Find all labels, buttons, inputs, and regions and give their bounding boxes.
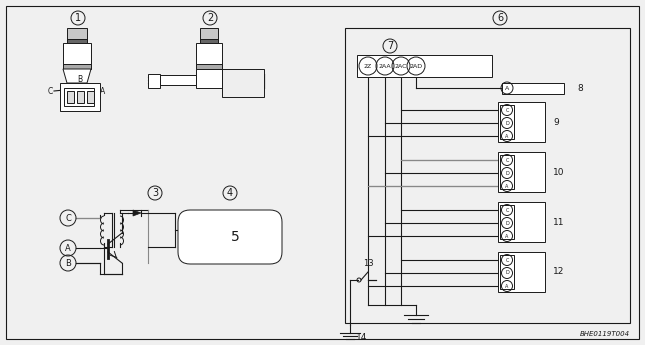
Text: 4: 4 [227,188,233,198]
Text: A: A [505,86,509,90]
Text: D: D [505,220,509,226]
Bar [160,75,196,85]
Bar [345,28,630,323]
Text: 11: 11 [553,217,564,227]
Text: B: B [65,258,71,267]
Bar [60,83,100,111]
Text: 2: 2 [207,13,213,23]
Polygon shape [63,69,91,83]
Bar [500,205,514,239]
Text: 9: 9 [553,118,559,127]
Text: 2AD: 2AD [410,63,422,69]
Text: C: C [505,257,509,263]
Text: 14: 14 [356,333,368,342]
Text: 6: 6 [497,13,503,23]
Bar [357,55,492,77]
Text: A: A [505,184,509,188]
Text: A: A [505,284,509,288]
Text: 1: 1 [75,13,81,23]
Text: C: C [505,158,509,162]
Text: 7: 7 [387,41,393,51]
Text: C: C [505,108,509,112]
Text: 5: 5 [231,230,239,244]
Bar [222,69,264,97]
Text: A: A [65,244,71,253]
Text: A: A [101,87,106,96]
Bar [67,39,87,43]
Text: 8: 8 [577,83,583,92]
Bar [77,91,84,103]
FancyBboxPatch shape [178,210,282,264]
Bar [196,43,222,65]
Text: C: C [505,207,509,213]
Bar [148,74,160,88]
Bar [200,28,218,40]
Text: BHE0119T004: BHE0119T004 [580,331,630,337]
Bar [500,255,514,289]
Text: A: A [505,134,509,138]
Text: 10: 10 [553,168,564,177]
Bar [502,83,564,94]
Text: 2Z: 2Z [364,63,372,69]
Bar [498,202,545,242]
Bar [200,39,218,43]
Text: B: B [77,75,83,83]
Text: 12: 12 [553,267,564,276]
Bar [196,64,222,69]
Bar [500,105,514,139]
Text: 2AC: 2AC [395,63,407,69]
Bar [500,155,514,189]
Bar [63,43,91,65]
Bar [64,88,94,106]
Bar [67,28,87,40]
Text: 2AA: 2AA [379,63,392,69]
Text: A: A [505,234,509,238]
Text: D: D [505,120,509,126]
Polygon shape [133,210,141,216]
Text: D: D [505,170,509,176]
Text: C: C [65,214,71,223]
Bar [63,64,91,69]
Bar [67,91,74,103]
Text: 13: 13 [362,258,373,267]
Text: 3: 3 [152,188,158,198]
Bar [498,102,545,142]
Bar [87,91,94,103]
Polygon shape [196,69,222,88]
Bar [498,152,545,192]
Text: D: D [505,270,509,276]
Text: C: C [47,87,53,96]
Bar [498,252,545,292]
